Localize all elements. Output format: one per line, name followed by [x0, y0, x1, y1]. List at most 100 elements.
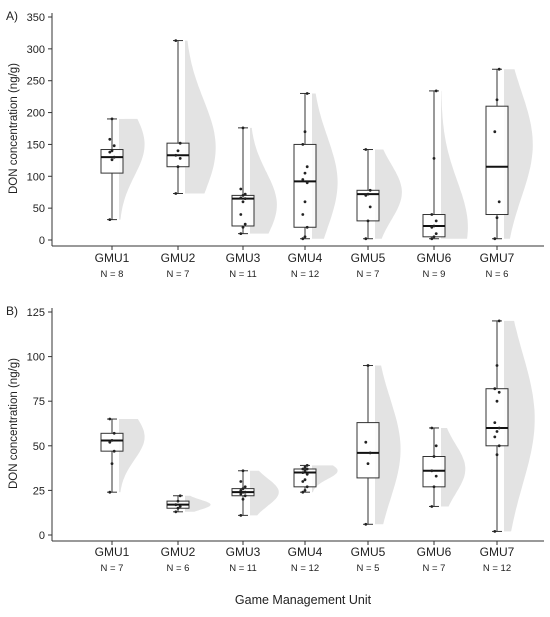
data-point [303, 489, 307, 492]
data-point [239, 232, 243, 236]
y-tick-label: 150 [27, 139, 45, 151]
data-point [178, 157, 182, 160]
y-tick-label: 100 [27, 352, 45, 364]
data-point [364, 194, 368, 197]
data-point [301, 178, 305, 181]
x-axis-title: Game Management Unit [235, 593, 372, 607]
data-point [368, 188, 372, 192]
data-point [303, 465, 307, 469]
x-tick-label: GMU4 [288, 251, 323, 265]
x-tick-label: GMU3 [226, 251, 261, 265]
data-point [301, 480, 305, 483]
data-point [110, 462, 114, 465]
data-point [243, 485, 247, 489]
y-tick-label: 250 [27, 76, 45, 88]
x-tick-label: GMU7 [480, 545, 515, 559]
sample-size-label: N = 11 [229, 269, 257, 280]
box-iqr [293, 143, 317, 228]
data-point [110, 117, 114, 121]
data-point [301, 237, 305, 241]
data-point [110, 149, 114, 153]
panel-label: A) [6, 9, 18, 23]
data-point [301, 143, 305, 146]
data-point [241, 194, 245, 197]
x-tick-label: GMU2 [161, 251, 196, 265]
data-point [434, 232, 438, 236]
data-point [368, 205, 372, 209]
data-point [364, 148, 368, 151]
y-tick-label: 75 [33, 396, 45, 408]
data-point [495, 399, 499, 403]
y-tick-label: 0 [39, 235, 45, 247]
data-point [495, 98, 499, 102]
data-point [495, 453, 499, 457]
density-shape [441, 90, 468, 239]
data-point [303, 130, 307, 134]
data-point [241, 200, 245, 204]
data-point [430, 505, 434, 508]
data-point [305, 165, 309, 169]
data-point [364, 440, 368, 444]
data-point [493, 435, 497, 439]
sample-size-label: N = 9 [423, 269, 446, 280]
density-shape [119, 419, 145, 493]
data-point [366, 192, 370, 196]
box-iqr [100, 149, 124, 174]
data-point [493, 130, 497, 134]
data-point [434, 219, 438, 223]
sample-size-label: N = 6 [167, 563, 190, 574]
data-point [301, 467, 305, 471]
y-axis-title: DON concentration (ng/g) [8, 358, 20, 489]
panel-label: B) [6, 304, 18, 318]
data-point [305, 485, 309, 489]
data-point [178, 505, 182, 508]
data-point [241, 126, 245, 130]
sample-size-label: N = 7 [101, 563, 124, 574]
data-point [112, 431, 116, 435]
data-point [434, 444, 438, 448]
data-point [243, 197, 247, 201]
data-point [303, 171, 307, 175]
density-shape [375, 149, 402, 239]
data-point [241, 225, 245, 229]
data-point [497, 319, 501, 323]
data-point [497, 444, 501, 448]
y-tick-label: 50 [33, 441, 45, 453]
sample-size-label: N = 7 [357, 269, 380, 280]
y-tick-label: 200 [27, 108, 45, 120]
y-tick-label: 125 [27, 307, 45, 319]
data-point [239, 492, 243, 496]
data-point [497, 390, 501, 394]
data-point [430, 213, 434, 216]
data-point [110, 439, 114, 442]
data-point [305, 467, 309, 471]
data-point [434, 474, 438, 478]
data-point [493, 237, 497, 241]
data-point [108, 218, 112, 222]
data-point [364, 237, 368, 241]
data-point [176, 506, 180, 510]
data-point [305, 92, 309, 95]
data-point [176, 165, 180, 169]
y-tick-label: 350 [27, 12, 45, 24]
data-point [243, 490, 247, 494]
data-point [305, 225, 309, 229]
density-shape [375, 365, 401, 525]
x-tick-label: GMU6 [417, 251, 452, 265]
data-point [493, 530, 497, 533]
data-point [174, 503, 178, 507]
data-point [497, 426, 501, 430]
x-tick-label: GMU7 [480, 251, 515, 265]
data-point [241, 497, 245, 501]
data-point [432, 224, 436, 228]
sample-size-label: N = 6 [486, 269, 509, 280]
data-point [305, 181, 309, 185]
data-point [178, 141, 182, 145]
data-point [239, 489, 243, 492]
data-point [243, 494, 247, 498]
x-tick-label: GMU5 [351, 545, 386, 559]
sample-size-label: N = 11 [229, 563, 257, 574]
y-tick-label: 50 [33, 203, 45, 215]
density-shape [504, 320, 535, 532]
data-point [432, 455, 436, 458]
